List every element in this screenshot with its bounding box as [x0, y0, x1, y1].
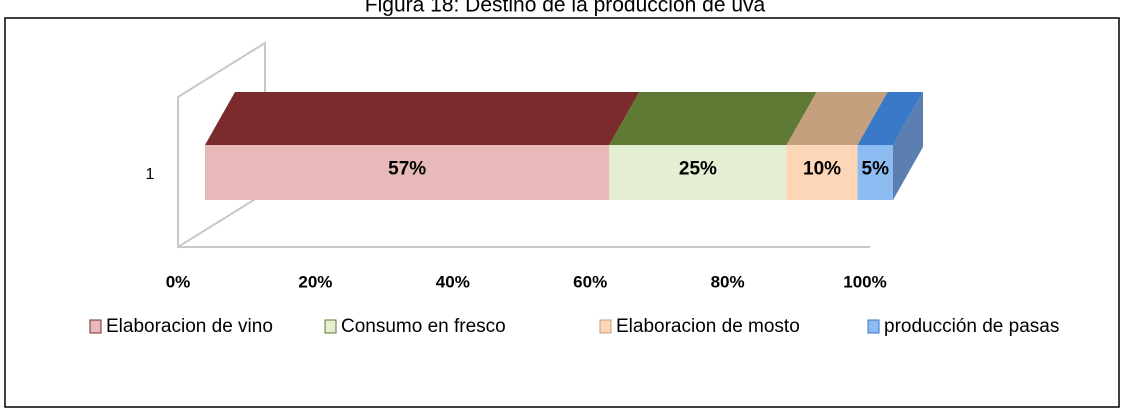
bar — [786, 145, 858, 200]
x-tick-label: 20% — [298, 272, 332, 291]
bar-top — [205, 92, 640, 145]
bar-top — [857, 92, 923, 145]
data-label: 10% — [803, 159, 841, 180]
bar-top — [786, 92, 888, 145]
y-tick-label: 1 — [146, 166, 155, 183]
legend-label: Elaboracion de vino — [106, 316, 273, 337]
legend-label: Elaboracion de mosto — [616, 316, 800, 337]
x-tick-label: 80% — [711, 272, 745, 291]
legend-swatch — [599, 319, 612, 334]
legend-swatch — [324, 319, 337, 334]
legend-label: Consumo en fresco — [341, 316, 506, 337]
bar — [609, 145, 787, 200]
x-tick-label: 0% — [166, 272, 191, 291]
chart-border — [4, 17, 1120, 408]
bar-side — [893, 92, 923, 200]
legend-swatch — [89, 319, 102, 334]
data-label: 25% — [679, 159, 717, 180]
x-tick-label: 40% — [436, 272, 470, 291]
data-label: 57% — [388, 159, 426, 180]
bar-top — [609, 92, 817, 145]
legend-label: producción de pasas — [884, 316, 1059, 337]
data-label: 5% — [862, 159, 890, 180]
chart-title: Figura 18: Destino de la producción de u… — [365, 0, 766, 17]
bar — [857, 145, 893, 200]
x-tick-label: 100% — [843, 272, 886, 291]
x-tick-label: 60% — [573, 272, 607, 291]
legend-swatch — [867, 319, 880, 334]
bar — [205, 145, 610, 200]
